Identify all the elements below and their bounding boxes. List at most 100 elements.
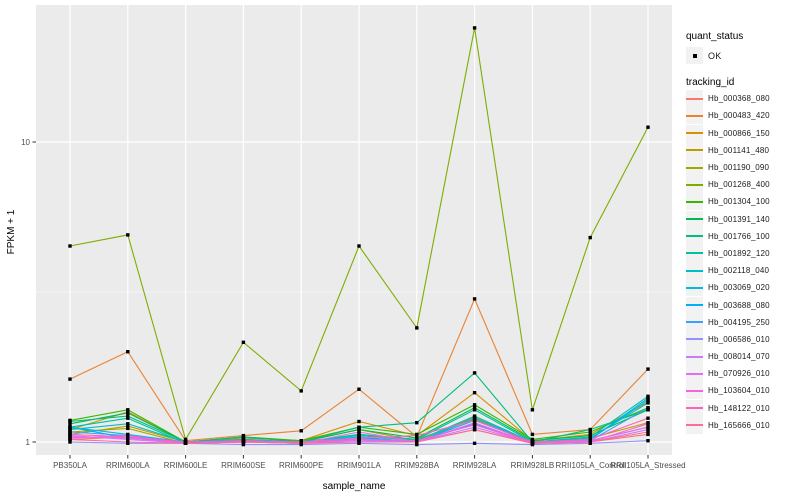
data-point: [530, 441, 535, 445]
x-tick-label: RRIM600LA: [106, 461, 150, 470]
legend-label: Hb_004195_250: [708, 317, 770, 327]
data-point: [472, 371, 477, 375]
series-color-line-icon: [686, 183, 703, 186]
legend-label: Hb_006586_010: [708, 334, 770, 344]
legend-label: Hb_000866_150: [708, 128, 770, 138]
legend-key-box: [686, 279, 703, 297]
legend-key-box: [686, 227, 703, 245]
legend-label: Hb_000368_080: [708, 94, 770, 104]
series-color-line-icon: [686, 132, 703, 135]
data-point: [472, 391, 477, 395]
legend-label: Hb_001268_400: [708, 180, 770, 190]
legend-item-Hb_000483_420: Hb_000483_420: [686, 107, 798, 125]
legend-key-box: [686, 330, 703, 348]
legend-label: Hb_001304_100: [708, 197, 770, 207]
legend-item-Hb_003688_080: Hb_003688_080: [686, 296, 798, 314]
data-point: [472, 421, 477, 425]
legend-item-Hb_000368_080: Hb_000368_080: [686, 90, 798, 108]
x-tick-label: RRIM600PE: [279, 461, 323, 470]
series-color-line-icon: [686, 372, 703, 375]
tracking-id-legend-items: Hb_000368_080 Hb_000483_420 Hb_000866_150 H…: [686, 90, 798, 434]
legend-section-quant-status: quant_status OK: [686, 30, 798, 65]
legend-key-box: [686, 159, 703, 177]
data-point: [241, 442, 246, 447]
square-point-icon: [692, 53, 697, 58]
data-point: [68, 422, 72, 426]
data-point: [357, 440, 361, 444]
legend-item-Hb_001141_480: Hb_001141_480: [686, 141, 798, 159]
data-point: [646, 439, 650, 443]
data-point: [646, 406, 650, 410]
data-point: [357, 387, 361, 391]
legend-label: Hb_001892_120: [708, 248, 770, 258]
data-point: [299, 389, 303, 393]
x-tick-label: RRII105LA_Control: [556, 461, 626, 470]
data-point: [472, 297, 477, 301]
legend-label: Hb_001391_140: [708, 214, 770, 224]
legend-item-Hb_103604_010: Hb_103604_010: [686, 382, 798, 400]
x-tick-label: RRII105LA_Stressed: [610, 461, 685, 470]
data-point: [357, 419, 361, 424]
x-tick-label: RRIM928LA: [453, 461, 497, 470]
data-point: [68, 377, 72, 381]
data-point: [646, 396, 650, 400]
data-point: [588, 430, 592, 434]
data-point: [472, 427, 477, 432]
legend-label: OK: [708, 50, 722, 61]
axis-ticks: [32, 141, 649, 459]
series-color-line-icon: [686, 304, 703, 307]
y-axis-title: FPKM + 1: [6, 209, 17, 254]
legend-key-box: [686, 313, 703, 331]
data-point: [357, 427, 361, 432]
x-tick-label: RRIM901LA: [337, 461, 381, 470]
data-point: [646, 416, 650, 420]
series-color-line-icon: [686, 252, 703, 255]
data-point: [646, 430, 650, 434]
gridlines: [36, 5, 672, 455]
data-points: [68, 26, 650, 447]
legend-key-box: [686, 348, 703, 366]
data-point: [588, 437, 592, 442]
data-point: [646, 432, 650, 437]
data-point: [646, 398, 650, 402]
data-point: [646, 427, 650, 432]
y-tick-label: 10: [21, 138, 30, 147]
legend-key-box: [686, 176, 703, 194]
legend-item-Hb_148122_010: Hb_148122_010: [686, 399, 798, 417]
data-point: [588, 427, 592, 432]
data-point: [68, 437, 72, 442]
data-point: [183, 437, 188, 442]
data-point: [357, 425, 361, 429]
data-point: [126, 350, 130, 354]
data-point: [241, 440, 246, 444]
legend-label: Hb_001766_100: [708, 231, 770, 241]
legend-key-box: [686, 382, 703, 400]
data-point: [68, 425, 72, 429]
data-point: [472, 418, 477, 423]
series-color-line-icon: [686, 389, 703, 392]
data-point: [588, 440, 592, 444]
legend-label: Hb_070926_010: [708, 369, 770, 379]
data-point: [126, 233, 130, 237]
legend-key-box: [686, 193, 703, 211]
data-point: [646, 125, 650, 129]
x-tick-label: RRIM600SE: [221, 461, 265, 470]
legend-item-Hb_000866_150: Hb_000866_150: [686, 124, 798, 142]
legend-label: Hb_001190_090: [708, 163, 770, 173]
data-point: [68, 244, 72, 248]
series-color-line-icon: [686, 355, 703, 358]
data-point: [68, 419, 72, 424]
data-point: [472, 416, 477, 420]
data-point: [646, 394, 650, 398]
x-axis-title: sample_name: [323, 481, 386, 492]
legend-key-box: [686, 47, 703, 65]
data-point: [530, 432, 535, 437]
legend-item-Hb_001766_100: Hb_001766_100: [686, 227, 798, 245]
data-point: [472, 408, 477, 412]
series-color-line-icon: [686, 114, 703, 117]
data-point: [530, 408, 535, 412]
data-point: [299, 441, 303, 445]
legend-item-Hb_006586_010: Hb_006586_010: [686, 330, 798, 348]
data-point: [472, 441, 477, 445]
data-point: [357, 244, 361, 248]
